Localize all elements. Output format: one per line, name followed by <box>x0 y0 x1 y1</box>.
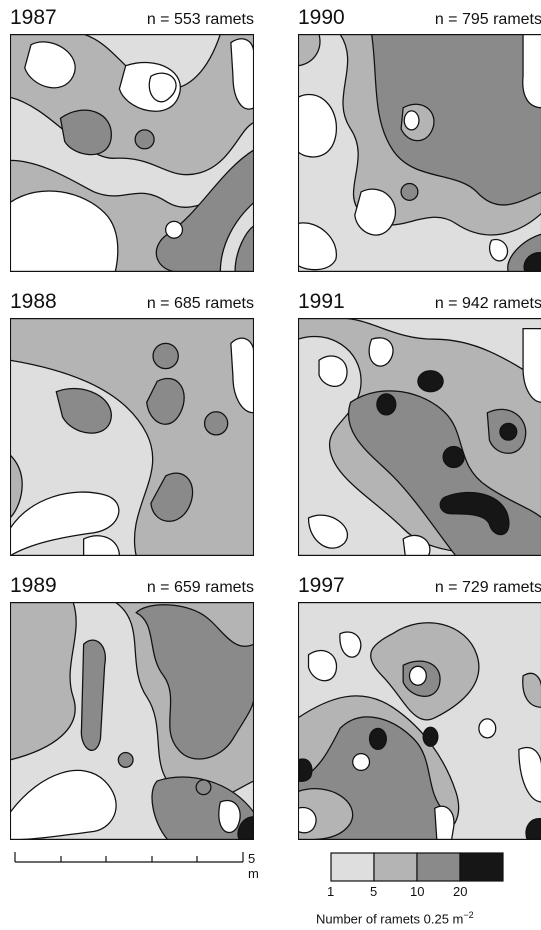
scale-bar-ticks <box>14 852 244 863</box>
density-map <box>10 34 254 272</box>
legend-title-exponent: −2 <box>463 910 474 920</box>
legend-title-text: Number of ramets 0.25 m <box>316 911 464 927</box>
panel-year: 1987 <box>10 6 57 29</box>
density-map <box>298 602 541 840</box>
map-panel-1991: 1991 n = 942 ramets <box>298 290 541 558</box>
scale-bar-label: 5 m <box>248 851 259 881</box>
density-map <box>10 602 254 840</box>
panel-year: 1997 <box>298 574 345 597</box>
panel-ramet-count: n = 795 ramets <box>434 11 541 28</box>
legend-swatch-10-20 <box>416 852 461 882</box>
legend-title: Number of ramets 0.25 m−2 <box>316 910 474 926</box>
scale-bar: 5 m <box>14 848 264 881</box>
map-panel-1988: 1988 n = 685 ramets <box>10 290 254 558</box>
density-map <box>298 34 541 272</box>
panel-year: 1988 <box>10 290 57 313</box>
legend-tick-1: 1 <box>327 884 335 899</box>
panel-ramet-count: n = 685 ramets <box>146 295 254 312</box>
map-panel-1997: 1997 n = 729 ramets <box>298 574 541 842</box>
panel-year: 1989 <box>10 574 57 597</box>
legend-swatch-1-5 <box>330 852 375 882</box>
legend-swatch-5-10 <box>373 852 418 882</box>
panel-ramet-count: n = 942 ramets <box>434 295 541 312</box>
density-map <box>10 318 254 556</box>
legend-swatches <box>330 852 504 882</box>
map-panel-1987: 1987 n = 553 ramets <box>10 6 254 274</box>
density-legend: 1 5 10 20 Number of ramets 0.25 m−2 <box>316 852 520 930</box>
legend-tick-5: 5 <box>370 884 378 899</box>
panel-ramet-count: n = 729 ramets <box>434 579 541 596</box>
legend-tick-10: 10 <box>410 884 425 899</box>
map-panel-1989: 1989 n = 659 ramets <box>10 574 254 842</box>
panel-ramet-count: n = 659 ramets <box>146 579 254 596</box>
density-map <box>298 318 541 556</box>
legend-tick-20: 20 <box>453 884 468 899</box>
legend-swatch-20-plus <box>459 852 504 882</box>
panel-ramet-count: n = 553 ramets <box>146 11 254 28</box>
map-panel-1990: 1990 n = 795 ramets <box>298 6 541 274</box>
panel-year: 1990 <box>298 6 345 29</box>
panel-year: 1991 <box>298 290 345 313</box>
